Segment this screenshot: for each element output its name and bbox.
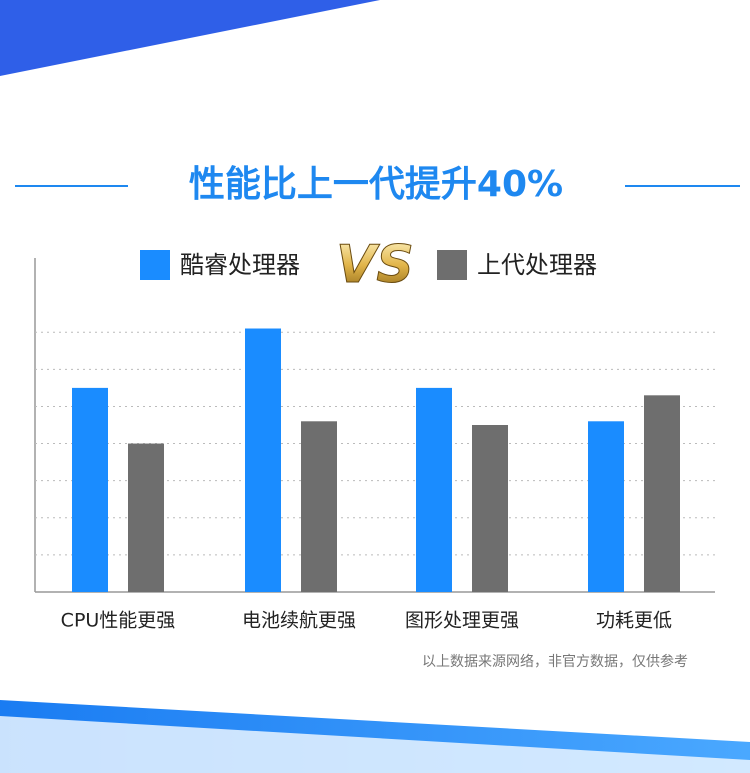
bar: [416, 387, 452, 592]
bar: [245, 328, 281, 592]
legend-label: 酷睿处理器: [180, 251, 300, 279]
bar: [472, 425, 508, 592]
x-tick-label: 功耗更低: [596, 610, 672, 632]
bar: [72, 387, 108, 592]
bar: [128, 443, 164, 592]
legend-swatch: [140, 250, 170, 280]
note: 以上数据来源网络，非官方数据，仅供参考: [422, 653, 688, 670]
legend-swatch: [437, 250, 467, 280]
x-tick-label: 电池续航更强: [242, 610, 356, 632]
decor-bottom-light: [0, 716, 750, 773]
bar: [644, 395, 680, 592]
x-tick-label: CPU性能更强: [61, 610, 176, 632]
bar: [588, 421, 624, 592]
vs-badge: VS: [336, 235, 414, 295]
chart-title: 性能比上一代提升40%: [189, 164, 563, 205]
bar: [301, 421, 337, 592]
decor-top: [0, 0, 380, 76]
legend-label: 上代处理器: [477, 251, 597, 279]
x-tick-label: 图形处理更强: [405, 610, 519, 632]
